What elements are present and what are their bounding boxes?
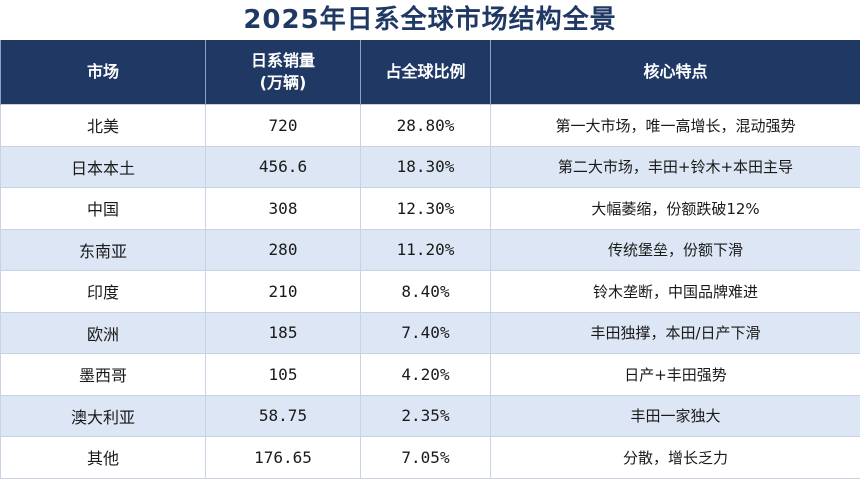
- header-feature: 核心特点: [491, 40, 860, 105]
- cell-market: 澳大利亚: [1, 395, 206, 437]
- cell-sales: 176.65: [206, 437, 361, 479]
- cell-share: 4.20%: [361, 354, 491, 396]
- cell-market: 中国: [1, 188, 206, 230]
- cell-market: 其他: [1, 437, 206, 479]
- cell-feature: 铃木垄断，中国品牌难进: [491, 271, 860, 313]
- cell-sales: 456.6: [206, 146, 361, 188]
- cell-sales: 280: [206, 229, 361, 271]
- cell-feature: 分散，增长乏力: [491, 437, 860, 479]
- cell-sales: 185: [206, 312, 361, 354]
- cell-share: 8.40%: [361, 271, 491, 313]
- table-header-row: 市场 日系销量 (万辆) 占全球比例 核心特点: [1, 40, 860, 105]
- cell-share: 7.05%: [361, 437, 491, 479]
- header-sales-line1: 日系销量: [206, 50, 360, 72]
- cell-sales: 308: [206, 188, 361, 230]
- cell-feature: 第一大市场，唯一高增长，混动强势: [491, 105, 860, 147]
- table-row: 日本本土 456.6 18.30% 第二大市场，丰田+铃木+本田主导: [1, 146, 860, 188]
- cell-share: 2.35%: [361, 395, 491, 437]
- cell-market: 北美: [1, 105, 206, 147]
- header-share: 占全球比例: [361, 40, 491, 105]
- header-sales: 日系销量 (万辆): [206, 40, 361, 105]
- page-title: 2025年日系全球市场结构全景: [0, 0, 860, 40]
- cell-share: 11.20%: [361, 229, 491, 271]
- table-row: 澳大利亚 58.75 2.35% 丰田一家独大: [1, 395, 860, 437]
- cell-share: 7.40%: [361, 312, 491, 354]
- cell-share: 28.80%: [361, 105, 491, 147]
- cell-feature: 丰田一家独大: [491, 395, 860, 437]
- cell-market: 日本本土: [1, 146, 206, 188]
- cell-market: 欧洲: [1, 312, 206, 354]
- table-row: 印度 210 8.40% 铃木垄断，中国品牌难进: [1, 271, 860, 313]
- cell-sales: 58.75: [206, 395, 361, 437]
- table-row: 墨西哥 105 4.20% 日产+丰田强势: [1, 354, 860, 396]
- cell-market: 印度: [1, 271, 206, 313]
- market-table: 市场 日系销量 (万辆) 占全球比例 核心特点 北美 720 28.80% 第一…: [0, 40, 860, 479]
- header-sales-line2: (万辆): [206, 72, 360, 94]
- table-row: 欧洲 185 7.40% 丰田独撑，本田/日产下滑: [1, 312, 860, 354]
- cell-market: 墨西哥: [1, 354, 206, 396]
- table-row: 东南亚 280 11.20% 传统堡垒，份额下滑: [1, 229, 860, 271]
- cell-feature: 大幅萎缩，份额跌破12%: [491, 188, 860, 230]
- cell-share: 18.30%: [361, 146, 491, 188]
- cell-sales: 720: [206, 105, 361, 147]
- cell-share: 12.30%: [361, 188, 491, 230]
- table-row: 中国 308 12.30% 大幅萎缩，份额跌破12%: [1, 188, 860, 230]
- cell-feature: 丰田独撑，本田/日产下滑: [491, 312, 860, 354]
- table-row: 其他 176.65 7.05% 分散，增长乏力: [1, 437, 860, 479]
- cell-feature: 日产+丰田强势: [491, 354, 860, 396]
- cell-sales: 210: [206, 271, 361, 313]
- cell-market: 东南亚: [1, 229, 206, 271]
- table-row: 北美 720 28.80% 第一大市场，唯一高增长，混动强势: [1, 105, 860, 147]
- cell-feature: 传统堡垒，份额下滑: [491, 229, 860, 271]
- header-market: 市场: [1, 40, 206, 105]
- cell-feature: 第二大市场，丰田+铃木+本田主导: [491, 146, 860, 188]
- cell-sales: 105: [206, 354, 361, 396]
